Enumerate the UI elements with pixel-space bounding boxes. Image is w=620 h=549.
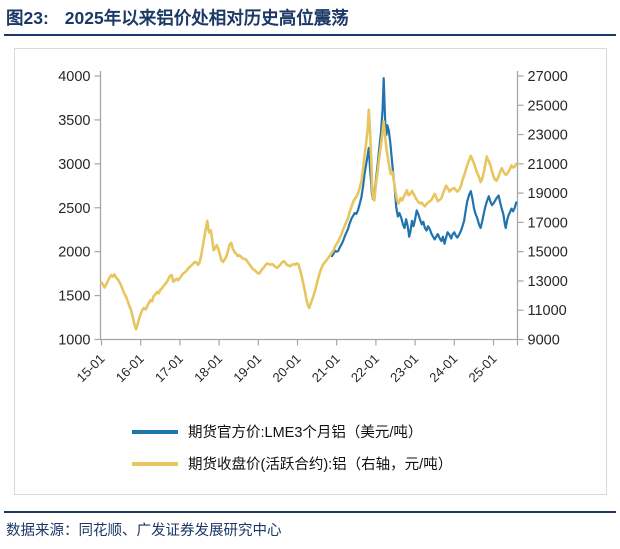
svg-text:20-01: 20-01	[270, 351, 304, 385]
svg-text:25-01: 25-01	[466, 351, 500, 385]
svg-text:25000: 25000	[528, 98, 568, 114]
shfe-line-swatch	[132, 461, 178, 466]
svg-text:2500: 2500	[58, 201, 90, 217]
svg-text:9000: 9000	[528, 333, 560, 349]
svg-text:17-01: 17-01	[152, 351, 186, 385]
svg-text:16-01: 16-01	[113, 351, 147, 385]
svg-text:21-01: 21-01	[309, 351, 343, 385]
svg-text:4000: 4000	[58, 69, 90, 85]
svg-text:3000: 3000	[58, 157, 90, 173]
svg-text:15000: 15000	[528, 245, 568, 261]
svg-text:24-01: 24-01	[426, 351, 460, 385]
lme-line-swatch	[132, 429, 178, 434]
svg-text:15-01: 15-01	[74, 351, 108, 385]
figure-number: 图23:	[6, 8, 49, 28]
legend-label-lme: 期货官方价:LME3个月铝（美元/吨）	[188, 425, 423, 441]
footer-divider	[4, 511, 616, 513]
chart-legend: 期货官方价:LME3个月铝（美元/吨） 期货收盘价(活跃合约):铝（右轴，元/吨…	[132, 421, 452, 474]
svg-text:3500: 3500	[58, 113, 90, 129]
price-chart: 4000 3500 3000 2500 2000 1500 1000 27000 25000 23…	[58, 69, 568, 385]
svg-text:21000: 21000	[528, 157, 568, 173]
figure-title-text: 2025年以来铝价处相对历史高位震荡	[64, 8, 349, 28]
svg-text:11000: 11000	[528, 303, 567, 319]
svg-text:22-01: 22-01	[348, 351, 382, 385]
chart-frame: 4000 3500 3000 2500 2000 1500 1000 27000 25000 23…	[14, 48, 607, 495]
legend-item-shfe: 期货收盘价(活跃合约):铝（右轴，元/吨）	[132, 453, 452, 474]
svg-text:19000: 19000	[528, 186, 568, 202]
svg-text:1500: 1500	[58, 289, 90, 305]
svg-text:23-01: 23-01	[387, 351, 421, 385]
svg-text:18-01: 18-01	[191, 351, 225, 385]
svg-text:23000: 23000	[528, 128, 568, 144]
figure-title: 图23: 2025年以来铝价处相对历史高位震荡	[6, 5, 349, 30]
svg-text:17000: 17000	[528, 215, 568, 231]
svg-text:13000: 13000	[528, 274, 568, 290]
svg-text:19-01: 19-01	[230, 351, 264, 385]
svg-text:27000: 27000	[528, 69, 568, 85]
svg-text:1000: 1000	[58, 333, 90, 349]
legend-label-shfe: 期货收盘价(活跃合约):铝（右轴，元/吨）	[188, 457, 453, 473]
legend-item-lme: 期货官方价:LME3个月铝（美元/吨）	[132, 421, 452, 442]
svg-text:2000: 2000	[58, 245, 90, 261]
title-divider	[4, 34, 616, 36]
data-source: 数据来源：同花顺、广发证券发展研究中心	[6, 523, 282, 539]
